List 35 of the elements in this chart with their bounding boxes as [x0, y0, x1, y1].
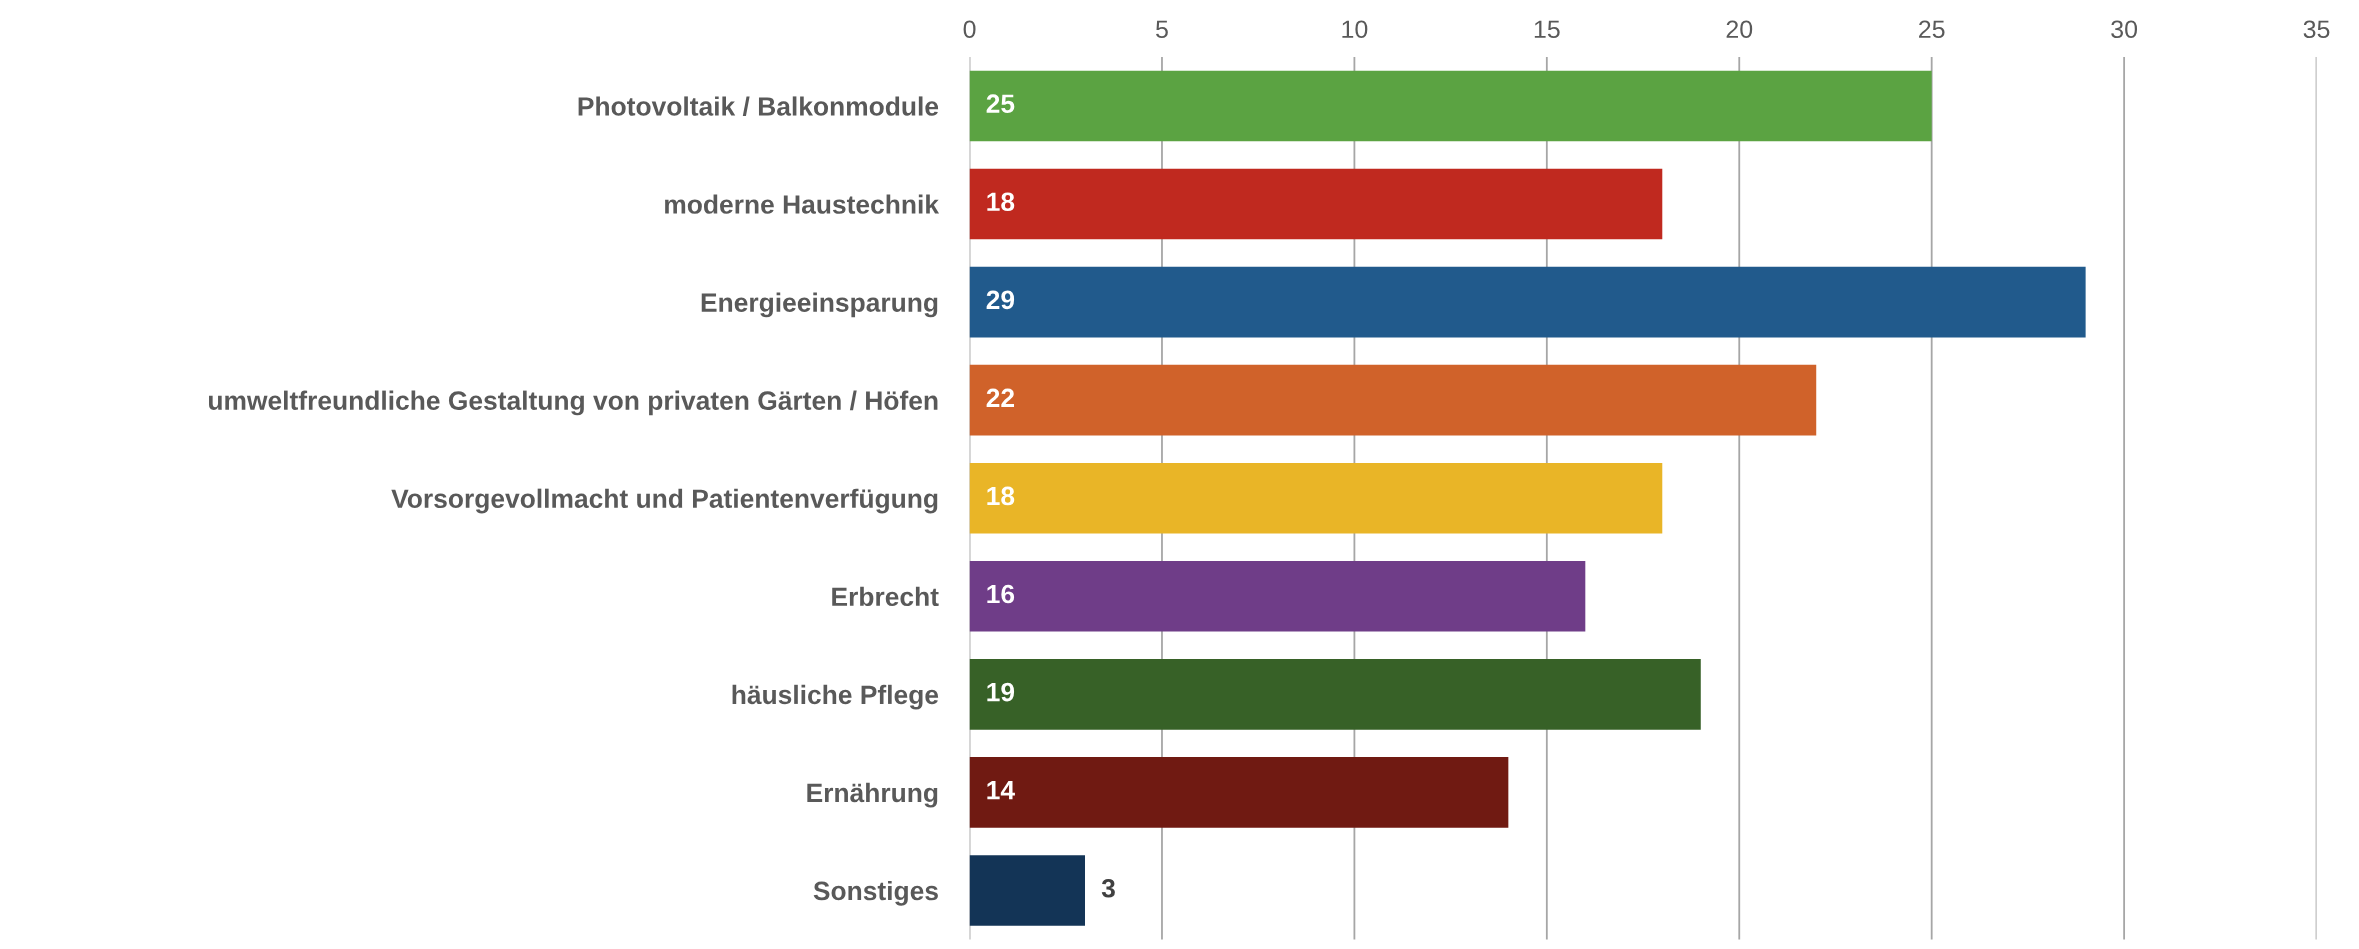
bar [969, 70, 1932, 142]
y-tick-label: Vorsorgevollmacht und Patientenverfügung [391, 488, 938, 514]
y-tick-label: häusliche Pflege [732, 684, 939, 710]
x-tick-label: 30 [2111, 20, 2138, 39]
x-tick-label: 20 [1726, 20, 1753, 39]
x-tick-label: 35 [2303, 20, 2330, 39]
y-tick-label: Sonstiges [813, 880, 938, 906]
bar [969, 266, 2086, 338]
x-tick-label: 5 [1156, 20, 1168, 39]
bar [969, 462, 1663, 534]
x-tick-label: 15 [1534, 20, 1560, 39]
y-tick-label: Photovoltaik / Balkonmodule [578, 96, 939, 117]
y-tick-label: umweltfreundliche Gestaltung von privaten Gärten / Höfen [209, 390, 938, 416]
data-label: 18 [987, 192, 1015, 212]
bar [969, 659, 1701, 730]
data-label: 22 [986, 388, 1015, 407]
bar [969, 855, 1086, 926]
data-label: 19 [987, 682, 1015, 702]
bar [969, 364, 1817, 436]
data-label: 29 [986, 290, 1015, 310]
bar [969, 560, 1586, 632]
y-tick-label: moderne Haustechnik [665, 194, 940, 214]
y-tick-label: Energieeinsparung [701, 292, 938, 318]
x-tick-label: 0 [963, 20, 976, 39]
x-tick-label: 25 [1919, 20, 1945, 39]
data-label: 25 [986, 94, 1015, 114]
data-label: 14 [987, 781, 1015, 800]
x-tick-label: 10 [1342, 20, 1368, 39]
bar [969, 757, 1509, 828]
data-label: 16 [987, 584, 1015, 604]
y-tick-label: Ernährung [807, 782, 938, 808]
data-label: 18 [987, 486, 1015, 506]
bar [969, 168, 1663, 240]
y-tick-label: Erbrecht [832, 586, 939, 607]
data-label: 3 [1101, 878, 1115, 898]
